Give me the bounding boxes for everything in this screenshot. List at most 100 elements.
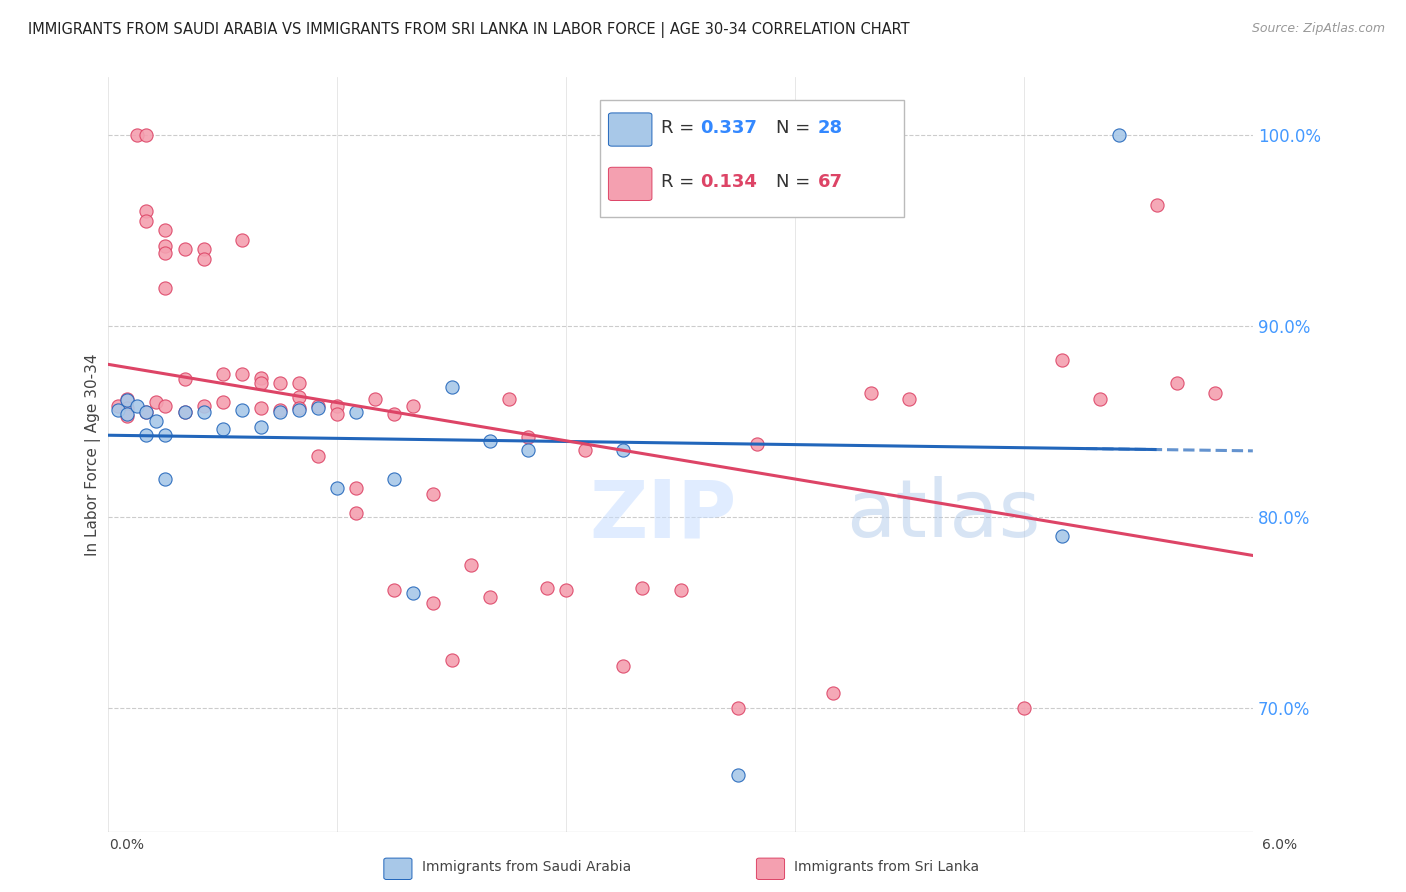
Point: [307, 401, 329, 416]
Point: [288, 390, 311, 404]
Point: [307, 399, 329, 413]
Point: [631, 581, 654, 595]
Point: [1204, 385, 1226, 400]
Text: 0.134: 0.134: [700, 173, 756, 192]
Point: [117, 393, 139, 408]
Point: [288, 376, 311, 391]
Point: [155, 238, 177, 252]
Point: [612, 443, 634, 458]
Point: [117, 407, 139, 421]
Point: [307, 449, 329, 463]
Point: [135, 214, 157, 228]
Point: [364, 392, 387, 406]
Point: [173, 405, 195, 419]
Point: [211, 395, 233, 409]
Point: [516, 430, 538, 444]
Point: [478, 434, 501, 448]
Point: [422, 596, 444, 610]
Text: ZIP: ZIP: [589, 476, 737, 554]
Point: [612, 659, 634, 673]
Y-axis label: In Labor Force | Age 30-34: In Labor Force | Age 30-34: [86, 353, 101, 557]
Text: Immigrants from Sri Lanka: Immigrants from Sri Lanka: [794, 860, 980, 874]
FancyBboxPatch shape: [609, 168, 652, 201]
Text: Source: ZipAtlas.com: Source: ZipAtlas.com: [1251, 22, 1385, 36]
Point: [155, 428, 177, 442]
Point: [231, 233, 253, 247]
Point: [1166, 376, 1188, 391]
Point: [536, 581, 558, 595]
Point: [193, 243, 215, 257]
Text: Immigrants from Saudi Arabia: Immigrants from Saudi Arabia: [422, 860, 631, 874]
Text: IMMIGRANTS FROM SAUDI ARABIA VS IMMIGRANTS FROM SRI LANKA IN LABOR FORCE | AGE 3: IMMIGRANTS FROM SAUDI ARABIA VS IMMIGRAN…: [28, 22, 910, 38]
Point: [135, 128, 157, 142]
Point: [173, 405, 195, 419]
Point: [231, 367, 253, 381]
Text: 28: 28: [818, 119, 844, 137]
Point: [135, 405, 157, 419]
FancyBboxPatch shape: [600, 100, 904, 217]
Point: [250, 376, 273, 391]
Point: [384, 472, 406, 486]
Point: [727, 768, 749, 782]
Point: [326, 481, 349, 495]
Point: [135, 428, 157, 442]
Point: [155, 223, 177, 237]
Point: [326, 399, 349, 413]
Text: R =: R =: [661, 119, 700, 137]
Point: [574, 443, 596, 458]
Text: R =: R =: [661, 173, 700, 192]
Point: [384, 582, 406, 597]
Point: [145, 395, 167, 409]
Point: [250, 401, 273, 416]
FancyBboxPatch shape: [609, 113, 652, 146]
Point: [344, 405, 367, 419]
Point: [269, 403, 291, 417]
Point: [135, 405, 157, 419]
Point: [211, 422, 233, 436]
Point: [1050, 529, 1073, 543]
Point: [516, 443, 538, 458]
Point: [460, 558, 482, 572]
Text: N =: N =: [776, 119, 815, 137]
Point: [155, 246, 177, 260]
Point: [1012, 701, 1035, 715]
Point: [440, 653, 463, 667]
Point: [269, 405, 291, 419]
Point: [1090, 392, 1112, 406]
Point: [478, 591, 501, 605]
Point: [860, 385, 883, 400]
Point: [231, 403, 253, 417]
Point: [107, 399, 129, 413]
Point: [344, 481, 367, 495]
Point: [402, 399, 425, 413]
Point: [211, 367, 233, 381]
Point: [155, 399, 177, 413]
Text: 6.0%: 6.0%: [1263, 838, 1296, 853]
Point: [440, 380, 463, 394]
Point: [498, 392, 520, 406]
Text: 0.337: 0.337: [700, 119, 756, 137]
Point: [745, 437, 768, 451]
Point: [250, 420, 273, 434]
Point: [898, 392, 921, 406]
Point: [117, 401, 139, 416]
Point: [384, 407, 406, 421]
Point: [173, 372, 195, 386]
Point: [135, 204, 157, 219]
Point: [269, 376, 291, 391]
Point: [125, 128, 148, 142]
Point: [823, 686, 845, 700]
Text: 67: 67: [818, 173, 842, 192]
Point: [193, 252, 215, 266]
Point: [1146, 198, 1168, 212]
Point: [145, 415, 167, 429]
Point: [155, 472, 177, 486]
Point: [193, 405, 215, 419]
Point: [555, 582, 578, 597]
Point: [344, 506, 367, 520]
Point: [288, 401, 311, 416]
Point: [107, 403, 129, 417]
Point: [1108, 128, 1130, 142]
Point: [250, 370, 273, 384]
Point: [1050, 353, 1073, 368]
